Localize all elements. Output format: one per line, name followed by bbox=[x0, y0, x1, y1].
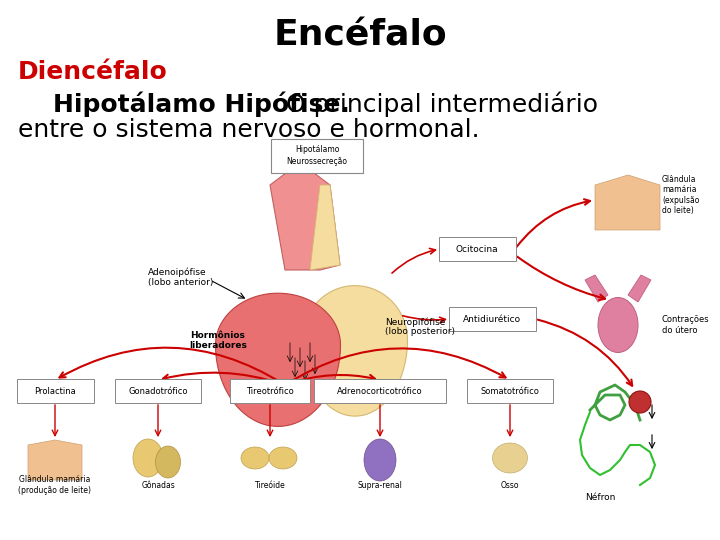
Ellipse shape bbox=[133, 439, 163, 477]
Text: Supra-renal: Supra-renal bbox=[358, 481, 402, 489]
Ellipse shape bbox=[156, 446, 181, 478]
Ellipse shape bbox=[241, 447, 269, 469]
Polygon shape bbox=[270, 170, 340, 270]
Polygon shape bbox=[628, 275, 651, 302]
FancyBboxPatch shape bbox=[17, 379, 94, 403]
Text: O principal intermediário: O principal intermediário bbox=[278, 91, 598, 117]
Text: Gonadotrófico: Gonadotrófico bbox=[128, 387, 188, 395]
Ellipse shape bbox=[598, 298, 638, 353]
FancyBboxPatch shape bbox=[439, 237, 516, 261]
Text: Hipotálamo Hipófise.: Hipotálamo Hipófise. bbox=[18, 91, 350, 117]
Text: Diencéfalo: Diencéfalo bbox=[18, 60, 168, 84]
Text: Hormônios: Hormônios bbox=[191, 330, 246, 340]
Ellipse shape bbox=[364, 439, 396, 481]
Text: Tireóide: Tireóide bbox=[255, 481, 285, 489]
Ellipse shape bbox=[269, 447, 297, 469]
Text: Contrações
do útero: Contrações do útero bbox=[662, 315, 710, 335]
Polygon shape bbox=[595, 175, 660, 230]
Text: Neuropifófise: Neuropifófise bbox=[385, 317, 446, 327]
Text: Adenoipófise: Adenoipófise bbox=[148, 267, 207, 276]
Ellipse shape bbox=[629, 391, 651, 413]
Text: Gônadas: Gônadas bbox=[141, 481, 175, 489]
Text: Antidiurético: Antidiurético bbox=[463, 314, 521, 323]
Text: Ocitocina: Ocitocina bbox=[456, 245, 498, 253]
Text: Somatotrófico: Somatotrófico bbox=[480, 387, 539, 395]
Text: entre o sistema nervoso e hormonal.: entre o sistema nervoso e hormonal. bbox=[18, 118, 480, 142]
Text: Glândula
mamária
(expulsão
do leite): Glândula mamária (expulsão do leite) bbox=[662, 175, 699, 215]
Text: Tireotrófico: Tireotrófico bbox=[246, 387, 294, 395]
Polygon shape bbox=[215, 293, 341, 427]
Ellipse shape bbox=[492, 443, 528, 473]
FancyBboxPatch shape bbox=[114, 379, 202, 403]
Polygon shape bbox=[28, 440, 82, 480]
FancyBboxPatch shape bbox=[230, 379, 310, 403]
Text: liberadores: liberadores bbox=[189, 341, 247, 349]
Text: Prolactina: Prolactina bbox=[34, 387, 76, 395]
Text: Encéfalo: Encéfalo bbox=[273, 18, 447, 52]
Text: Hipotálamo: Hipotálamo bbox=[294, 145, 339, 154]
Text: (lobo posterior): (lobo posterior) bbox=[385, 327, 455, 336]
Text: Osso: Osso bbox=[500, 481, 519, 489]
FancyBboxPatch shape bbox=[449, 307, 536, 331]
Text: (lobo anterior): (lobo anterior) bbox=[148, 278, 213, 287]
Text: Adrenocorticotrófico: Adrenocorticotrófico bbox=[337, 387, 423, 395]
Polygon shape bbox=[310, 185, 340, 270]
Text: Glândula mamária
(produção de leite): Glândula mamária (produção de leite) bbox=[19, 475, 91, 495]
Text: Néfron: Néfron bbox=[585, 494, 615, 503]
FancyBboxPatch shape bbox=[467, 379, 553, 403]
Polygon shape bbox=[585, 275, 608, 302]
FancyBboxPatch shape bbox=[271, 139, 363, 173]
Text: Neurossecreção: Neurossecreção bbox=[287, 158, 348, 166]
Polygon shape bbox=[302, 286, 408, 416]
FancyBboxPatch shape bbox=[314, 379, 446, 403]
